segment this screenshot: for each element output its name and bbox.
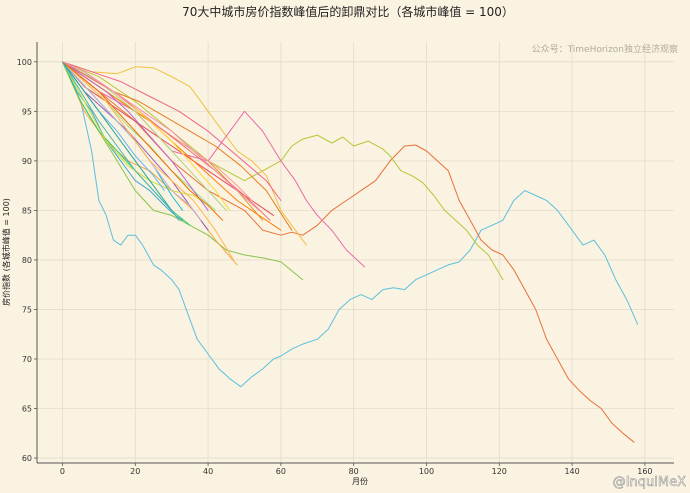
series-lines (62, 61, 639, 443)
y-tick-label-75: 75 (22, 305, 32, 314)
x-tick-label-140: 140 (564, 467, 579, 476)
series-line-2 (62, 61, 635, 443)
series-line-4 (62, 61, 307, 246)
y-tick-label-95: 95 (22, 107, 32, 116)
series-line-17 (62, 61, 253, 201)
y-tick-label-90: 90 (22, 157, 32, 166)
x-tick-label-0: 0 (60, 467, 65, 476)
series-line-29 (62, 61, 173, 211)
grid-lines (37, 42, 674, 463)
x-tick-label-160: 160 (637, 467, 652, 476)
y-tick-label-60: 60 (22, 454, 32, 463)
axes: 0 20 40 60 80 100 120 140 160 60 65 70 75 80 85 90 95 100 (17, 42, 674, 476)
series-line-3 (62, 61, 504, 281)
y-tick-label-85: 85 (22, 206, 32, 215)
y-tick-label-80: 80 (22, 256, 32, 265)
y-tick-label-70: 70 (22, 355, 32, 364)
x-tick-label-100: 100 (419, 467, 434, 476)
x-tick-label-120: 120 (492, 467, 507, 476)
series-line-15 (62, 61, 184, 211)
y-axis-label: 房价指数 (各城市峰值 = 100) (1, 198, 11, 306)
watermark-text: 公众号：TimeHorizon独立经济观察 (532, 43, 678, 55)
y-tick-label-100: 100 (17, 58, 32, 67)
series-line-19 (62, 61, 216, 211)
series-line-22 (62, 61, 235, 261)
y-tick-label-65: 65 (22, 405, 32, 414)
series-line-9 (62, 61, 275, 216)
credit-text: @InquiMeX (613, 475, 686, 489)
series-line-20 (62, 61, 282, 201)
x-tick-label-40: 40 (203, 467, 213, 476)
series-line-1 (62, 61, 639, 388)
series-line-23 (62, 61, 227, 211)
series-line-14 (62, 61, 209, 206)
series-line-30 (62, 61, 260, 211)
series-line-28 (62, 61, 224, 221)
x-axis-label: 月份 (352, 476, 368, 486)
x-tick-label-80: 80 (349, 467, 359, 476)
series-line-6 (62, 61, 304, 281)
chart-title: 70大中城市房价指数峰值后的卸鼎对比（各城市峰值 = 100） (182, 4, 514, 19)
x-tick-label-60: 60 (276, 467, 286, 476)
series-line-24 (62, 61, 209, 211)
series-line-25 (62, 61, 271, 221)
x-tick-label-20: 20 (130, 467, 140, 476)
